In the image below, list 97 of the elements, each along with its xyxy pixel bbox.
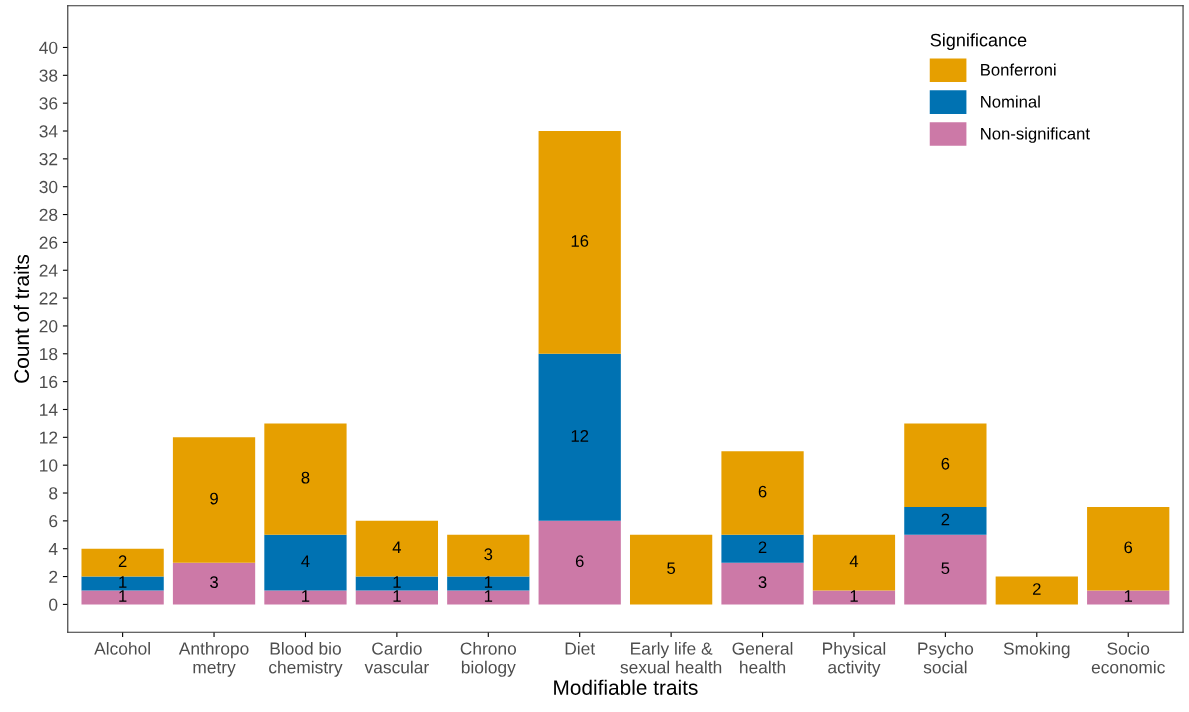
y-tick-label: 6 <box>49 515 58 528</box>
data-label: 2 <box>758 541 767 554</box>
data-label: 1 <box>393 576 401 588</box>
bar <box>538 520 621 605</box>
y-tick-label: 22 <box>39 292 58 305</box>
x-tick-label: General health <box>732 641 793 674</box>
x-tick-label: Early life & sexual health <box>620 641 722 674</box>
data-label: 2 <box>118 555 127 567</box>
bar <box>81 590 164 605</box>
data-label: 2 <box>941 513 950 526</box>
bar <box>81 548 164 577</box>
x-tick-label: Physical activity <box>823 641 886 677</box>
y-tick-label: 14 <box>40 403 58 416</box>
data-label: 5 <box>941 562 950 575</box>
x-tick-label: Diet <box>565 641 596 655</box>
bar <box>721 534 804 563</box>
x-tick-label: Blood bio chemistry <box>269 641 343 677</box>
data-label: 1 <box>484 590 493 602</box>
data-label: 4 <box>301 555 310 567</box>
legend-label: Nominal <box>981 95 1040 108</box>
y-axis-title: Count of traits <box>13 254 30 383</box>
bar <box>904 423 987 507</box>
y-tick-label: 40 <box>39 41 58 54</box>
bar <box>264 590 347 605</box>
y-tick-label: 16 <box>40 375 58 389</box>
bar <box>447 576 530 591</box>
y-tick-label: 0 <box>49 598 58 611</box>
bar <box>1087 506 1170 591</box>
y-tick-label: 36 <box>39 97 58 110</box>
bar <box>629 534 713 605</box>
data-label: 1 <box>302 590 310 602</box>
data-label: 6 <box>758 485 767 498</box>
x-tick-label: Psycho social <box>918 641 974 674</box>
y-tick-label: 12 <box>40 431 58 444</box>
y-tick-label: 10 <box>40 459 58 472</box>
y-tick-label: 18 <box>40 347 58 361</box>
x-axis-title: Modifiable traits <box>554 679 698 695</box>
y-tick-label: 28 <box>39 208 58 222</box>
y-tick-label: 34 <box>39 125 58 138</box>
data-label: 1 <box>1124 590 1133 602</box>
y-tick-label: 20 <box>39 320 58 333</box>
bar <box>355 520 439 577</box>
bar <box>812 534 896 591</box>
bar <box>995 576 1078 605</box>
x-tick-label: Socio economic <box>1091 641 1165 674</box>
data-label: 5 <box>667 562 676 575</box>
bar <box>721 562 804 605</box>
data-label: 1 <box>393 590 401 602</box>
data-label: 9 <box>210 492 218 505</box>
data-label: 2 <box>1032 583 1041 595</box>
data-label: 4 <box>392 541 402 554</box>
y-tick-label: 26 <box>39 236 58 249</box>
bar <box>904 506 987 535</box>
bar <box>538 353 621 521</box>
bar <box>1087 590 1170 605</box>
data-label: 3 <box>484 548 493 561</box>
bar <box>172 437 256 563</box>
bar <box>538 131 621 354</box>
data-label: 1 <box>850 590 858 602</box>
bar <box>447 590 530 605</box>
data-label: 3 <box>210 576 218 588</box>
bar <box>447 534 530 577</box>
y-tick-label: 8 <box>49 487 58 500</box>
data-label: 6 <box>575 555 584 568</box>
bar <box>172 562 256 605</box>
x-tick-label: Chrono biology <box>460 641 517 677</box>
legend-label: Bonferroni <box>981 63 1056 76</box>
data-label: 4 <box>849 555 859 567</box>
bar <box>264 423 347 535</box>
bar <box>81 576 164 591</box>
y-tick-label: 38 <box>39 69 58 82</box>
bar <box>264 534 347 591</box>
bar <box>355 590 439 605</box>
bar <box>355 576 439 591</box>
y-tick-label: 30 <box>39 180 58 194</box>
data-label: 1 <box>119 590 127 602</box>
x-tick-label: Anthropo metry <box>178 641 249 677</box>
bar <box>721 451 804 535</box>
data-label: 16 <box>571 235 589 247</box>
x-tick-label: Smoking <box>1003 641 1070 659</box>
x-tick-label: Alcohol <box>94 641 150 655</box>
data-label: 3 <box>758 576 767 588</box>
bar <box>812 590 896 605</box>
y-tick-label: 24 <box>39 264 58 277</box>
data-label: 12 <box>571 430 589 442</box>
bar <box>904 534 987 605</box>
data-label: 1 <box>484 576 493 588</box>
x-tick-label: Cardio vascular <box>364 641 429 674</box>
y-tick-label: 4 <box>48 543 58 556</box>
y-tick-label: 2 <box>49 570 58 583</box>
data-label: 6 <box>1124 541 1133 554</box>
y-tick-label: 32 <box>39 153 58 166</box>
legend-label: Non-significant <box>981 127 1090 143</box>
data-label: 1 <box>119 576 127 588</box>
data-label: 6 <box>941 457 950 470</box>
legend-title: Significance <box>930 33 1027 51</box>
data-label: 8 <box>301 471 310 484</box>
